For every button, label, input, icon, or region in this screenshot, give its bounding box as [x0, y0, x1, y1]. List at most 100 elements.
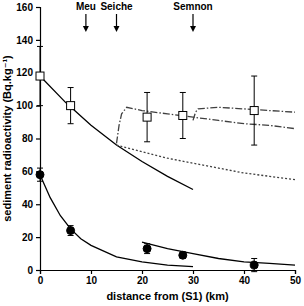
- tick: 20: [22, 232, 40, 243]
- tick-label: 50: [290, 275, 302, 286]
- tick-label: 30: [188, 275, 200, 286]
- annotation-arrow: [114, 14, 120, 32]
- tick-mark: [36, 138, 40, 139]
- tick-label: 40: [22, 199, 34, 210]
- tick-label: 80: [22, 133, 34, 144]
- arrow-head: [190, 26, 196, 32]
- error-cap: [180, 138, 186, 139]
- arrow-shaft: [85, 14, 86, 28]
- error-bar: [37, 46, 43, 105]
- arrow-head: [114, 26, 120, 32]
- error-bar: [37, 168, 43, 181]
- tick-mark: [36, 270, 40, 271]
- tick-label: 10: [86, 275, 98, 286]
- error-bar: [68, 88, 74, 124]
- tick: 0: [27, 265, 40, 276]
- error-bar: [180, 252, 186, 259]
- point-series: [36, 46, 258, 145]
- fit-line: [193, 107, 295, 120]
- tick-label: 20: [22, 232, 34, 243]
- tick: 10: [86, 270, 98, 286]
- tick-label: 20: [137, 275, 149, 286]
- annotation-arrow: [83, 14, 89, 32]
- point: [250, 261, 258, 269]
- error-bar: [251, 76, 257, 145]
- point: [179, 111, 187, 119]
- point-series: [36, 168, 258, 272]
- tick-mark: [36, 237, 40, 238]
- point: [67, 102, 75, 110]
- y-axis: 0 20 40 60 80 100 120 140 160: [16, 2, 40, 276]
- point: [36, 72, 44, 80]
- error-cap: [144, 141, 150, 142]
- tick: 40: [22, 199, 40, 210]
- axis-line: [41, 271, 296, 275]
- error-bar: [144, 244, 150, 254]
- tick-label: 100: [16, 100, 33, 111]
- chart: 0 10 20 30 40 50 0 20 40 60 80 100 120 140 160 distance…: [0, 0, 304, 306]
- point: [143, 113, 151, 121]
- arrow-shaft: [116, 14, 117, 28]
- error-cap: [37, 105, 43, 106]
- error-cap: [251, 271, 257, 272]
- tick-mark: [36, 40, 40, 41]
- tick-label: 140: [16, 35, 33, 46]
- annotation-arrow: [190, 14, 196, 32]
- tick-mark: [91, 270, 92, 274]
- point: [67, 227, 75, 235]
- error-bar: [144, 92, 150, 141]
- tick-mark: [193, 270, 194, 274]
- error-bar: [180, 92, 186, 138]
- tick-label: 40: [239, 275, 251, 286]
- tick-label: 60: [22, 166, 34, 177]
- point: [143, 245, 151, 253]
- tick-label: 120: [16, 67, 33, 78]
- tick: 100: [16, 100, 40, 111]
- tick: 40: [239, 270, 251, 286]
- error-cap: [37, 46, 43, 47]
- tick: 20: [137, 270, 149, 286]
- error-cap: [180, 92, 186, 93]
- tick-label: 0: [27, 265, 33, 276]
- fit-line: [40, 76, 193, 189]
- error-cap: [37, 181, 43, 182]
- tick-label: 0: [38, 275, 44, 286]
- tick: 0: [38, 270, 44, 286]
- fit-line: [142, 242, 295, 265]
- tick: 160: [16, 2, 40, 13]
- error-bar: [251, 258, 257, 271]
- point: [36, 171, 44, 179]
- tick-label: 160: [16, 2, 33, 13]
- error-cap: [251, 145, 257, 146]
- error-cap: [68, 123, 74, 124]
- fit-line: [117, 107, 296, 143]
- tick-mark: [36, 204, 40, 205]
- annotation-label: Semnon: [173, 1, 212, 12]
- error-bar: [68, 226, 74, 236]
- error-cap: [144, 243, 150, 244]
- x-axis: 0 10 20 30 40 50: [38, 270, 302, 286]
- fit-line: [40, 175, 193, 267]
- error-cap: [144, 92, 150, 93]
- annotation-label: Seiche: [100, 1, 133, 12]
- arrow-shaft: [192, 14, 193, 28]
- annotation-label: Meu: [76, 1, 96, 12]
- error-cap: [68, 225, 74, 226]
- x-axis-title: distance from (S1) (km): [106, 290, 229, 302]
- tick-mark: [244, 270, 245, 274]
- tick: 30: [188, 270, 200, 286]
- tick: 50: [290, 270, 302, 286]
- tick-mark: [142, 270, 143, 274]
- plot-area: [36, 46, 295, 271]
- error-cap: [37, 168, 43, 169]
- error-cap: [251, 258, 257, 259]
- error-cap: [68, 235, 74, 236]
- error-cap: [144, 253, 150, 254]
- tick-mark: [36, 7, 40, 8]
- tick-mark: [295, 270, 296, 274]
- error-cap: [251, 76, 257, 77]
- fit-line: [117, 145, 296, 180]
- arrow-head: [83, 26, 89, 32]
- y-axis-title: sediment radioactivity (Bq.kg⁻¹): [1, 55, 13, 222]
- point: [250, 107, 258, 115]
